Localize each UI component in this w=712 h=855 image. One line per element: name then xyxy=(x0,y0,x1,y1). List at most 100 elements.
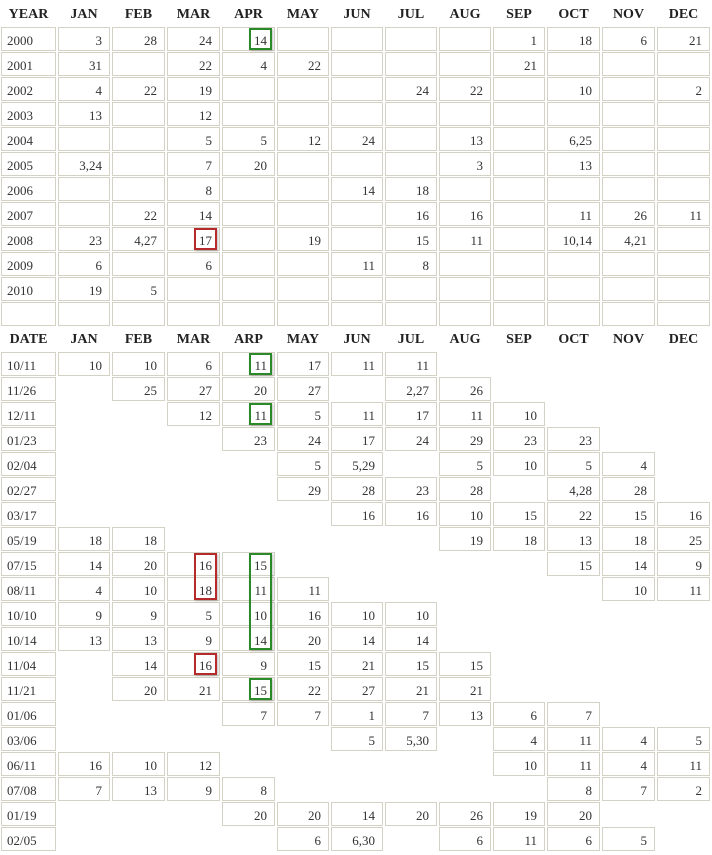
column-header: MAY xyxy=(286,332,320,347)
row-label: 2002 xyxy=(1,77,56,101)
table-cell: 10 xyxy=(112,752,165,776)
table-cell xyxy=(493,277,545,301)
table-cell: 11 xyxy=(547,727,600,751)
table-cell: 22 xyxy=(277,52,329,76)
table-cell xyxy=(493,177,545,201)
table-cell: 11 xyxy=(331,252,383,276)
row-label: 2007 xyxy=(1,202,56,226)
table-cell: 5 xyxy=(112,277,165,301)
table-cell xyxy=(602,127,655,151)
table-cell: 3 xyxy=(439,152,491,176)
column-header: AUG xyxy=(449,332,481,347)
table-cell: 4 xyxy=(58,577,110,601)
table-cell: 6 xyxy=(277,827,329,851)
table-cell: 27 xyxy=(167,377,220,401)
table-cell xyxy=(222,302,275,326)
table-cell xyxy=(385,277,437,301)
table-cell: 8 xyxy=(547,777,600,801)
table-cell xyxy=(112,52,165,76)
table-cell xyxy=(602,277,655,301)
table-cell: 6 xyxy=(493,702,545,726)
row-label: 02/04 xyxy=(1,452,56,476)
table-cell: 9 xyxy=(167,627,220,651)
table-cell: 15 xyxy=(222,677,275,701)
table-cell: 21 xyxy=(493,52,545,76)
table-cell: 21 xyxy=(331,652,383,676)
table-cell xyxy=(657,302,710,326)
table-cell: 11 xyxy=(657,577,710,601)
table-cell xyxy=(222,177,275,201)
table-cell xyxy=(493,302,545,326)
table-cell: 16 xyxy=(277,602,329,626)
column-header: SEP xyxy=(506,332,532,347)
table-cell: 5 xyxy=(277,402,329,426)
table-cell: 27 xyxy=(331,677,383,701)
table-cell xyxy=(385,127,437,151)
table-cell: 2 xyxy=(657,777,710,801)
table-cell: 21 xyxy=(385,677,437,701)
table-cell xyxy=(657,277,710,301)
table-cell: 13 xyxy=(112,777,165,801)
table-cell xyxy=(493,77,545,101)
table-cell xyxy=(222,102,275,126)
table-cell xyxy=(58,177,110,201)
table-cell xyxy=(222,277,275,301)
table-cell: 28 xyxy=(112,27,165,51)
table-cell: 15 xyxy=(493,502,545,526)
table-cell: 12 xyxy=(167,402,220,426)
table-cell: 14 xyxy=(331,802,383,826)
table-cell xyxy=(277,177,329,201)
table-cell: 8 xyxy=(385,252,437,276)
table-cell: 17 xyxy=(277,352,329,376)
table-cell: 23 xyxy=(58,227,110,251)
table-cell xyxy=(439,302,491,326)
table-cell xyxy=(439,252,491,276)
table-cell: 11 xyxy=(547,202,600,226)
table-cell xyxy=(439,27,491,51)
table-cell: 15 xyxy=(547,552,600,576)
table-cell: 9 xyxy=(112,602,165,626)
table-cell xyxy=(58,127,110,151)
column-header: NOV xyxy=(612,7,645,22)
table-cell: 10 xyxy=(331,602,383,626)
table-cell xyxy=(331,52,383,76)
table-cell: 11 xyxy=(385,352,437,376)
row-label: 02/05 xyxy=(1,827,56,851)
table-cell: 27 xyxy=(277,377,329,401)
table-cell xyxy=(331,227,383,251)
column-header: YEAR xyxy=(8,7,49,22)
table-cell xyxy=(602,302,655,326)
row-label: 10/10 xyxy=(1,602,56,626)
table-cell: 4 xyxy=(602,452,655,476)
table-cell xyxy=(222,227,275,251)
table-cell: 20 xyxy=(222,802,275,826)
table-cell: 13 xyxy=(58,627,110,651)
table-cell xyxy=(277,152,329,176)
table-cell xyxy=(493,202,545,226)
table-cell: 3 xyxy=(58,27,110,51)
row-label: 2006 xyxy=(1,177,56,201)
table-cell: 5 xyxy=(331,727,383,751)
column-header: DEC xyxy=(668,7,699,22)
table-cell xyxy=(331,302,383,326)
column-header: FEB xyxy=(124,7,153,22)
table-cell: 8 xyxy=(167,177,220,201)
row-label: 2008 xyxy=(1,227,56,251)
table-cell: 17 xyxy=(385,402,437,426)
table-cell xyxy=(547,302,600,326)
table-cell: 28 xyxy=(602,477,655,501)
table-cell: 10 xyxy=(439,502,491,526)
row-label: 11/21 xyxy=(1,677,56,701)
table-cell: 24 xyxy=(167,27,220,51)
table-cell: 6 xyxy=(167,352,220,376)
table-cell: 7 xyxy=(222,702,275,726)
table-cell: 10 xyxy=(58,352,110,376)
table-cell xyxy=(439,102,491,126)
table-cell: 4,21 xyxy=(602,227,655,251)
table-cell: 1 xyxy=(331,702,383,726)
table-cell xyxy=(112,152,165,176)
table-cell xyxy=(657,227,710,251)
table-cell: 10 xyxy=(547,77,600,101)
table-cell: 10 xyxy=(493,452,545,476)
row-label: 12/11 xyxy=(1,402,56,426)
